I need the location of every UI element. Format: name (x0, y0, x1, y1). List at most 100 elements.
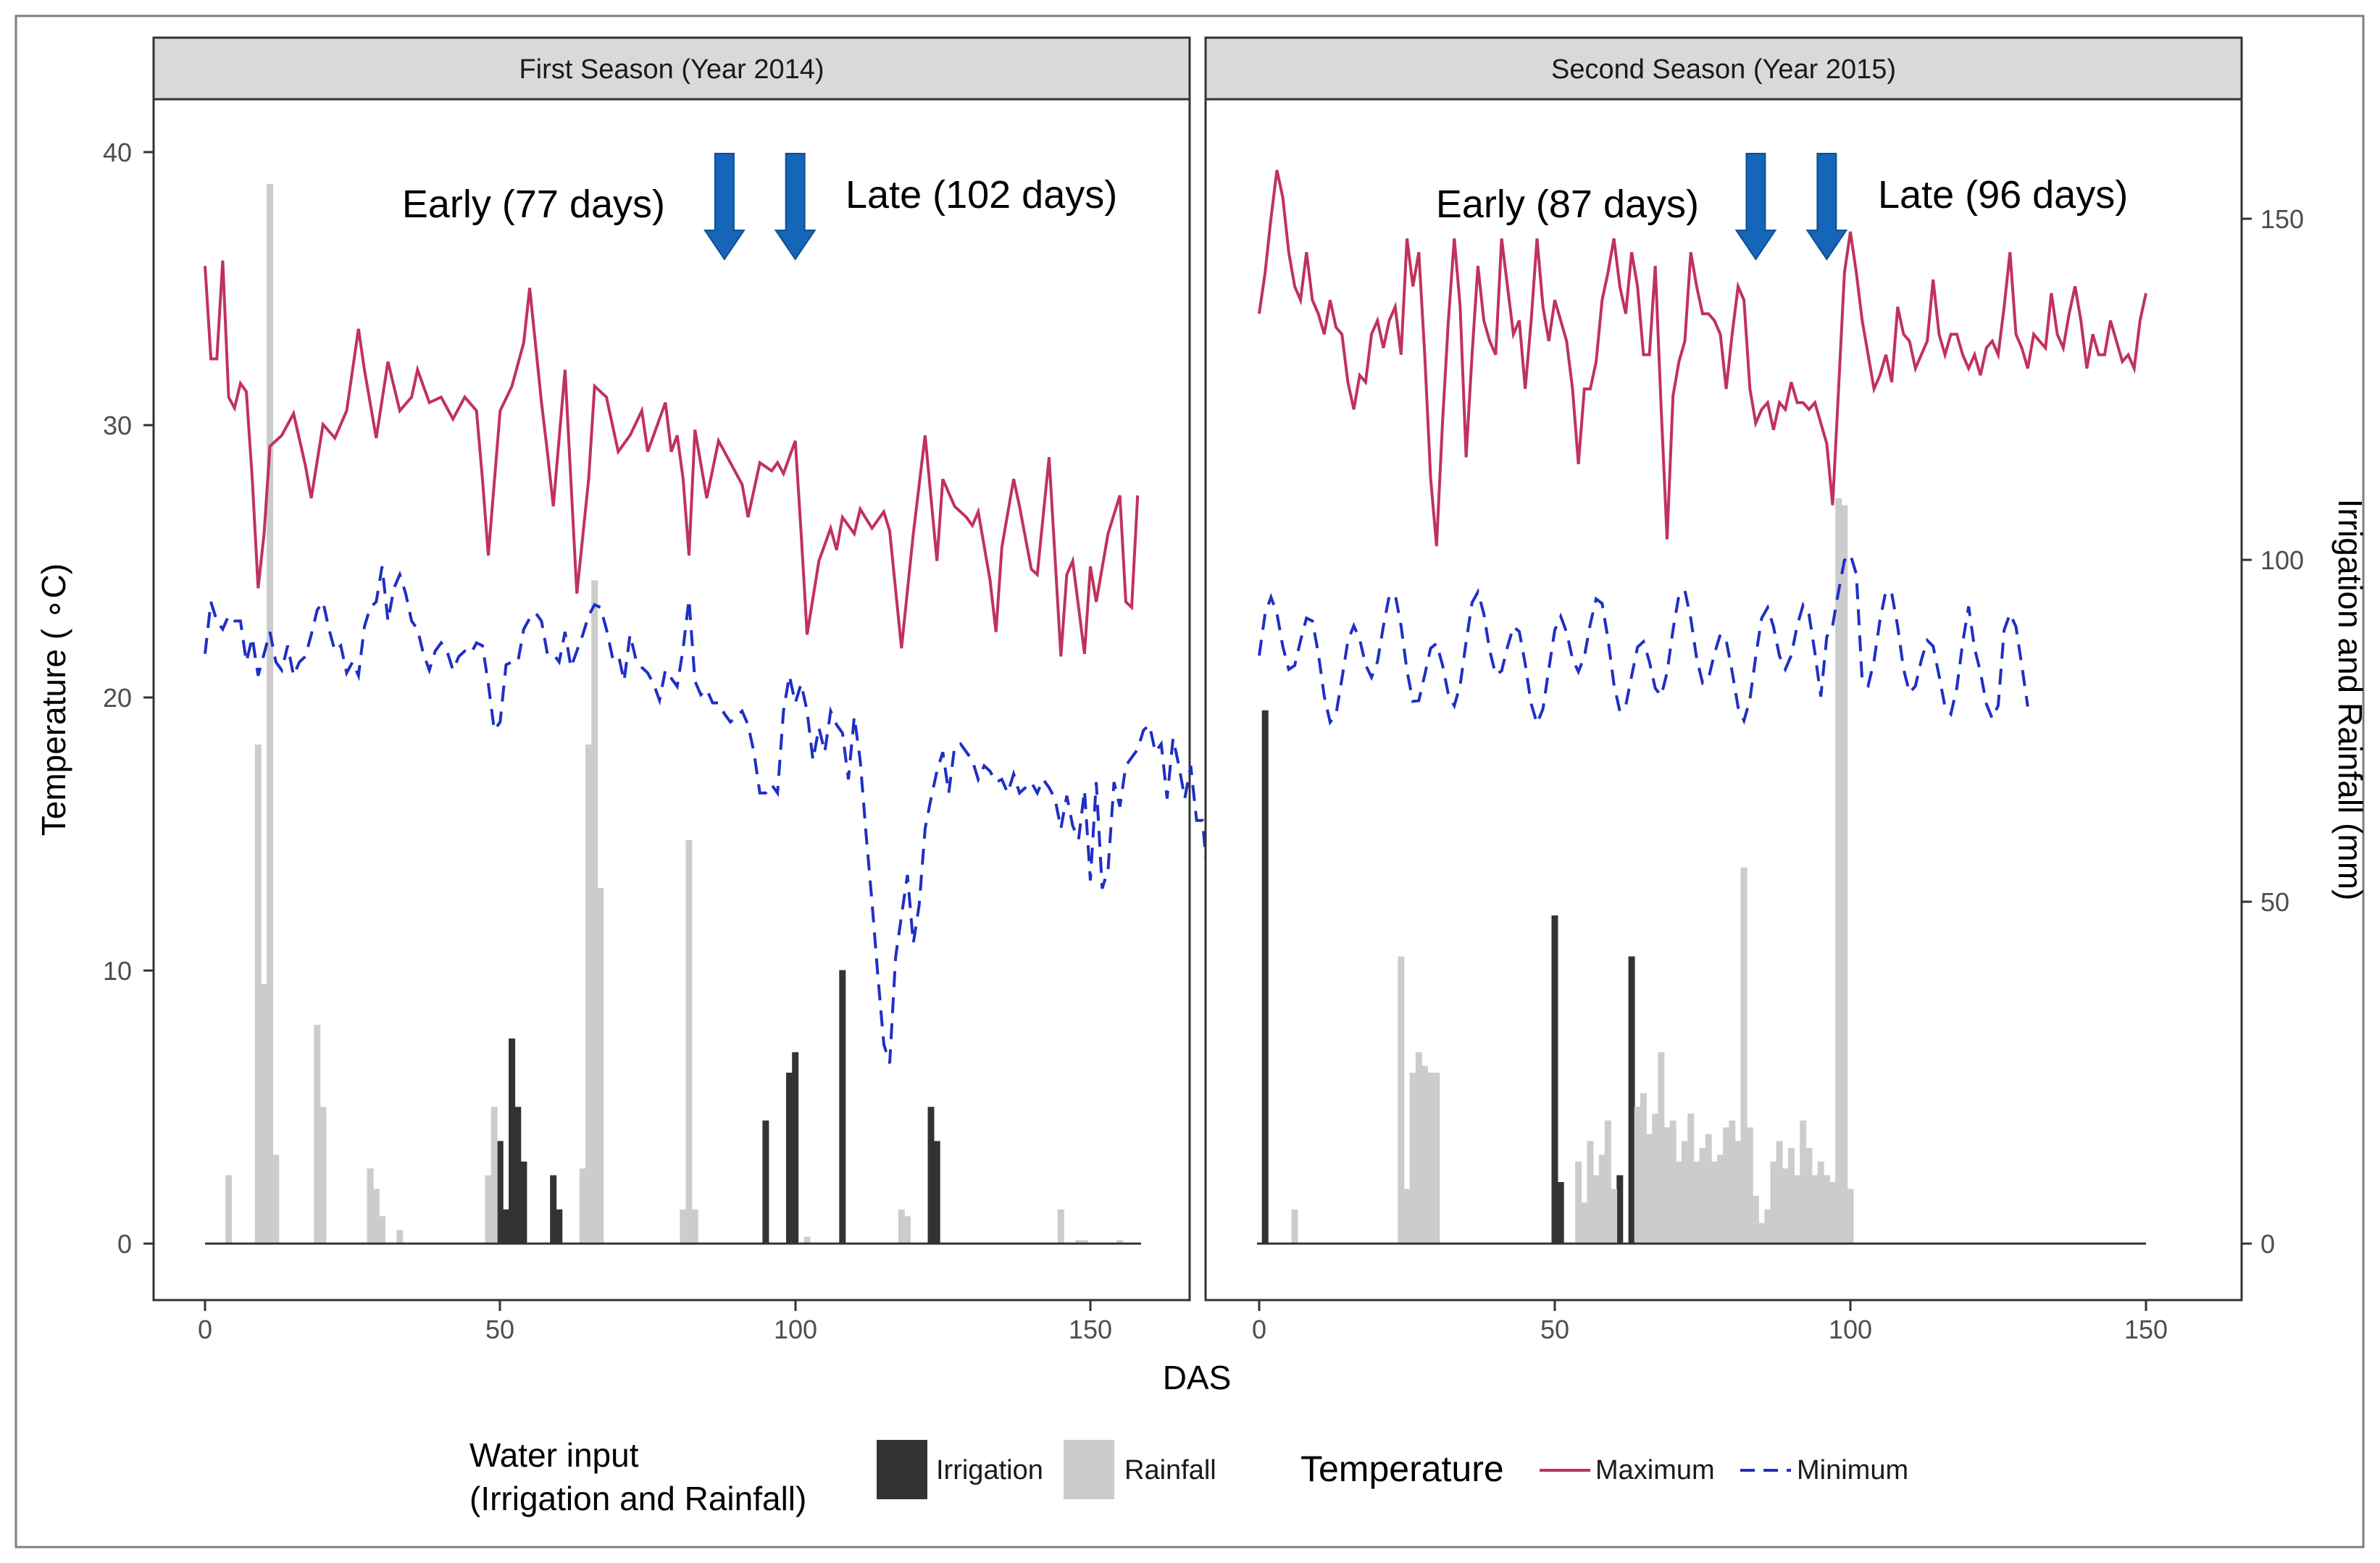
right-rainfall-bar (1291, 1209, 1298, 1244)
left-tick-label-0: 0 (117, 1229, 132, 1259)
x-axis-right: 0 50 100 150 (1252, 1300, 2168, 1344)
right-rainfall-bar (1800, 1120, 1807, 1244)
left-x-tick-label-50: 50 (485, 1315, 514, 1344)
left-minimum-line (204, 566, 1264, 1081)
right-maximum-line (1258, 169, 2147, 547)
right-rainfall-bar (1581, 1202, 1588, 1244)
x-axis-left: 0 50 100 150 (198, 1300, 1112, 1344)
left-rainfall-bar (1075, 1240, 1082, 1244)
legend-irrigation-swatch (877, 1440, 927, 1499)
panel-left: First Season (Year 2014) Early (77 days)… (152, 36, 1264, 1302)
panel-right-title: Second Season (Year 2015) (1551, 54, 1896, 85)
left-rainfall-bar (597, 888, 604, 1244)
left-irrigation-bar (792, 1052, 799, 1244)
right-tick-label-0: 0 (2260, 1229, 2275, 1259)
right-bars (1261, 498, 1854, 1244)
legend-water-title-line1: Water input (469, 1436, 639, 1474)
right-rainfall-bar (1398, 956, 1405, 1244)
legend-minimum-label: Minimum (1797, 1455, 1908, 1486)
left-x-tick-label-0: 0 (198, 1315, 212, 1344)
right-rainfall-bar (1705, 1134, 1712, 1244)
right-y-axis: 0 50 100 150 Irrigation and Rainfall (mm… (2242, 204, 2369, 1259)
left-rainfall-bar (904, 1216, 911, 1244)
right-rainfall-bar (1598, 1155, 1606, 1244)
right-rainfall-bar (1640, 1093, 1647, 1244)
right-rainfall-bar (1634, 1107, 1641, 1244)
left-irrigation-bar (496, 1141, 504, 1244)
right-rainfall-bar (1723, 1127, 1730, 1244)
right-rainfall-bar (1663, 1127, 1671, 1244)
left-arrow-0 (703, 153, 746, 261)
right-rainfall-bar (1675, 1161, 1682, 1244)
right-rainfall-bar (1592, 1175, 1600, 1244)
left-rainfall-bar (396, 1230, 404, 1244)
right-arrow-0 (1734, 153, 1777, 261)
left-tick-label-40: 40 (103, 138, 132, 167)
left-tick-label-20: 20 (103, 683, 132, 713)
right-rainfall-bar (1693, 1161, 1700, 1244)
left-rainfall-bar (1057, 1209, 1064, 1244)
right-rainfall-bar (1829, 1182, 1836, 1244)
left-rainfall-bar (1081, 1240, 1088, 1244)
right-irrigation-bar (1616, 1175, 1624, 1244)
right-irrigation-bar (1628, 956, 1635, 1244)
right-x-tick-label-0: 0 (1252, 1315, 1266, 1344)
left-irrigation-bar (927, 1107, 935, 1244)
left-early-annotation: Early (77 days) (402, 183, 665, 226)
left-rainfall-bar (272, 1155, 280, 1244)
left-rainfall-bar (1116, 1240, 1124, 1244)
right-rainfall-bar (1687, 1113, 1695, 1244)
right-tick-label-100: 100 (2260, 545, 2304, 575)
left-irrigation-bar (509, 1038, 516, 1244)
right-rainfall-bar (1794, 1175, 1801, 1244)
right-arrows (1734, 153, 1848, 261)
left-irrigation-bar (762, 1120, 769, 1244)
right-irrigation-bar (1261, 710, 1269, 1244)
right-tick-label-50: 50 (2260, 887, 2289, 917)
left-late-annotation: Late (102 days) (845, 173, 1117, 217)
right-arrow-1 (1805, 153, 1848, 261)
left-rainfall-bar (490, 1107, 498, 1244)
right-rainfall-bar (1770, 1161, 1777, 1244)
left-rainfall-bar (485, 1175, 492, 1244)
right-rainfall-bar (1823, 1175, 1830, 1244)
legend-water-title-line2: (Irrigation and Rainfall) (469, 1480, 806, 1517)
right-rainfall-bar (1817, 1161, 1824, 1244)
left-rainfall-bar (691, 1209, 698, 1244)
right-rainfall-bar (1575, 1161, 1582, 1244)
left-rainfall-bar (898, 1209, 905, 1244)
left-irrigation-bar (520, 1161, 527, 1244)
left-rainfall-bar (367, 1168, 374, 1244)
right-rainfall-bar (1847, 1189, 1854, 1244)
right-rainfall-bar (1427, 1073, 1435, 1244)
left-rainfall-bar (803, 1236, 811, 1244)
left-rainfall-bar (585, 744, 592, 1244)
left-rainfall-bar (378, 1216, 385, 1244)
left-rainfall-bar (254, 744, 262, 1244)
left-tick-label-10: 10 (103, 956, 132, 986)
left-irrigation-bar (556, 1209, 563, 1244)
right-rainfall-bar (1658, 1052, 1665, 1244)
left-y-axis: 0 10 20 30 40 Temperature ( ∘C) (35, 138, 154, 1259)
left-rainfall-bar (591, 580, 598, 1244)
legend: Water input (Irrigation and Rainfall) Ir… (469, 1436, 1908, 1517)
right-rainfall-bar (1782, 1168, 1789, 1244)
right-rainfall-bar (1646, 1134, 1653, 1244)
right-axis-title: Irrigation and Rainfall (mm) (2331, 499, 2369, 901)
right-tick-label-150: 150 (2260, 204, 2304, 234)
left-rainfall-bar (680, 1209, 687, 1244)
panel-right: Second Season (Year 2015) Early (87 days… (1204, 36, 2243, 1302)
right-rainfall-bar (1764, 1209, 1771, 1244)
right-rainfall-bar (1717, 1155, 1724, 1244)
left-irrigation-bar (839, 970, 846, 1244)
left-arrows (703, 153, 817, 261)
left-axis-title: Temperature ( ∘C) (35, 563, 72, 836)
right-rainfall-bar (1669, 1120, 1677, 1244)
right-rainfall-bar (1409, 1073, 1416, 1244)
left-rainfall-bar (320, 1107, 327, 1244)
right-rainfall-bar (1682, 1141, 1688, 1244)
left-irrigation-bar (786, 1073, 793, 1244)
right-rainfall-bar (1787, 1147, 1795, 1244)
left-rainfall-bar (267, 183, 274, 1244)
panel-right-strip (1204, 36, 2243, 101)
